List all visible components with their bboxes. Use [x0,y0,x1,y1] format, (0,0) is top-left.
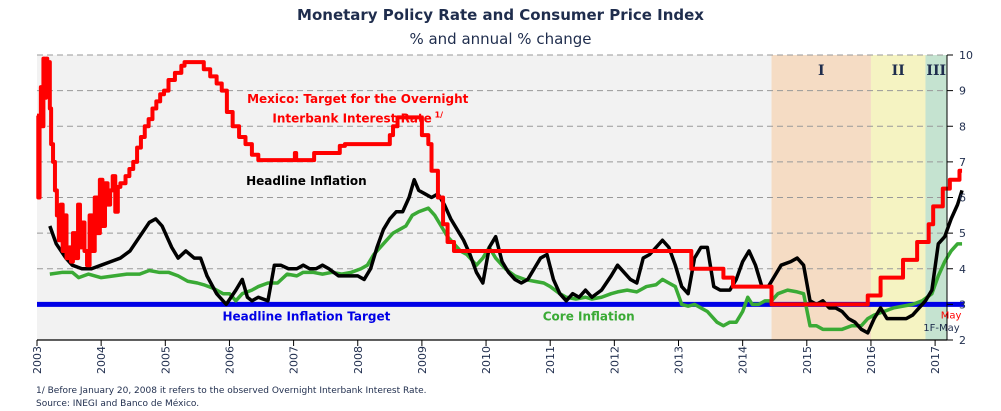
y-tick-label: 7 [959,156,966,169]
x-tick-label: 2010 [480,346,493,374]
axes: 2 3 4 5 6 7 8 9 10 2003 2004 2005 2006 2007 2008 2009 20… [31,49,973,374]
x-tick-label: 2014 [737,346,750,374]
annotation-label: Headline Inflation [246,174,367,188]
annotation-label: Headline Inflation Target [222,309,390,323]
x-tick-label: 2013 [673,346,686,374]
y-tick-label: 10 [959,49,973,62]
footnote-source: Source: INEGI and Banco de México. [36,399,200,409]
chart-subtitle: % and annual % change [409,30,592,48]
series-headline [48,177,964,335]
y-tick-label: 5 [959,227,966,240]
y-tick-label: 6 [959,192,966,205]
x-tick-label: 2007 [288,346,301,374]
x-tick-label: 2017 [929,346,942,374]
annotation-label: Mexico: Target for the Overnight [247,92,469,106]
x-tick-label: 2012 [608,346,621,374]
annotation-label: Core Inflation [543,309,635,323]
x-tick-label: 2009 [416,346,429,374]
annotation-label: May [941,311,962,322]
y-tick-label: 3 [959,298,966,311]
y-tick-label: 4 [959,263,966,276]
annotations-layer: Mexico: Target for the Overnight Interban… [222,92,961,334]
x-tick-label: 2015 [801,346,814,374]
x-tick-label: 2016 [865,346,878,374]
y-tick-label: 8 [959,120,966,133]
y-tick-label: 9 [959,85,966,98]
x-tick-label: 2011 [544,346,557,374]
region-label: I [818,63,825,79]
annotation-label: Interbank Interest Rate 1/ [272,111,443,126]
series-policy-rate [36,56,963,307]
x-tick-label: 2004 [95,346,108,374]
region-label: III [926,63,946,79]
x-tick-label: 2008 [352,346,365,374]
series-layer [36,56,964,335]
annotation-label: 1F-May [923,323,959,334]
y-tick-label: 2 [959,334,966,347]
region-label: II [892,63,905,79]
x-tick-label: 2006 [223,346,236,374]
series-core [49,206,963,332]
x-tick-label: 2005 [159,346,172,374]
x-tick-label: 2003 [31,346,44,374]
footnote-1: 1/ Before January 20, 2008 it refers to … [36,386,427,396]
chart-title: Monetary Policy Rate and Consumer Price … [297,6,704,24]
annotation-superscript: 1/ [432,111,443,120]
